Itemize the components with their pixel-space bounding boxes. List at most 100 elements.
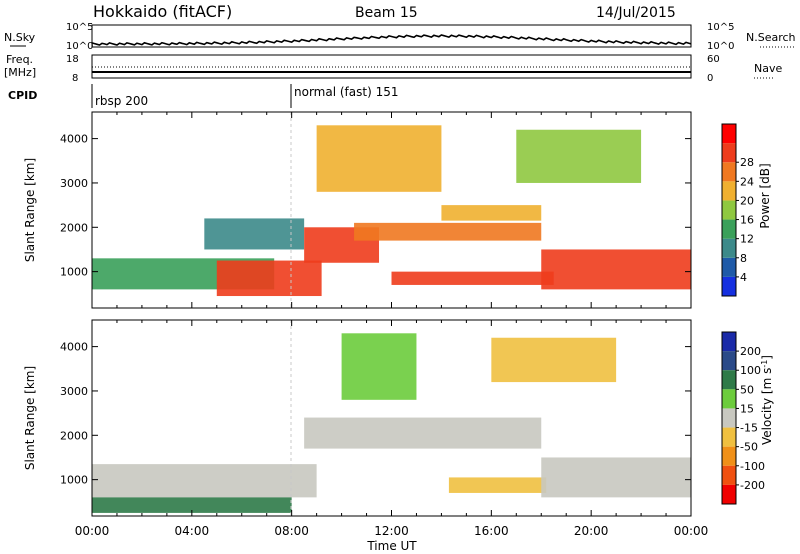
data-region-2	[204, 218, 305, 250]
power-cb-label-1: 8	[740, 252, 747, 265]
colorbar-swatch-6	[722, 162, 736, 182]
nsky-tick-bottom-right: 10^0	[707, 41, 734, 52]
velocity-cb-label-6: -100	[740, 460, 765, 473]
nave-tick-bottom: 0	[707, 73, 713, 84]
colorbar-swatch-1	[722, 257, 736, 277]
velocity-yticks: 1000 2000 3000 4000	[60, 341, 691, 487]
data-region-5	[491, 337, 617, 383]
ytick-label-2: 3000	[60, 385, 88, 398]
velocity-cb-swatch-2	[722, 370, 736, 390]
colorbar-swatch-0	[722, 276, 736, 296]
power-cb-label-5: 24	[740, 175, 754, 188]
velocity-cb-swatch-6	[722, 446, 736, 466]
power-cb-label-2: 12	[740, 233, 754, 246]
time-axis: 00:00 04:00 08:00 12:00 16:00 20:00 00:00	[75, 524, 709, 538]
velocity-panel: 1000 2000 3000 4000 Slant Range [km] 200 100…	[23, 319, 774, 517]
data-region-9	[516, 129, 642, 183]
ytick-label-1: 2000	[60, 429, 88, 442]
power-colorbar-label: Power [dB]	[758, 163, 772, 228]
data-region-6	[341, 333, 417, 400]
freq-label: Freq.	[6, 53, 33, 66]
power-cb-label-6: 28	[740, 156, 754, 169]
velocity-cb-label-2: 50	[740, 383, 754, 396]
velocity-colorbar-label-exp: -1	[760, 360, 769, 368]
colorbar-swatch-8	[722, 124, 736, 144]
velocity-xticks	[91, 320, 692, 516]
velocity-ylabel: Slant Range [km]	[23, 366, 37, 470]
time-axis-label: Time UT	[366, 539, 417, 553]
ytick-label-0: 1000	[60, 266, 88, 279]
power-panel: 1000 2000 3000 4000 Slant Range [km] 4 8 12 16…	[23, 111, 772, 309]
colorbar-swatch-2	[722, 238, 736, 258]
ytick-label-2: 3000	[60, 177, 88, 190]
velocity-regions	[92, 333, 691, 513]
velocity-cb-swatch-7	[722, 465, 736, 485]
colorbar-swatch-7	[722, 143, 736, 163]
station-title: Hokkaido (fitACF)	[93, 2, 232, 21]
nsky-label: N.Sky	[4, 31, 36, 44]
power-colorbar: 4 8 12 16 20 24 28	[721, 123, 754, 297]
time-tick-label-1: 04:00	[175, 524, 210, 538]
freq-tick-top: 18	[66, 54, 79, 65]
time-tick-label-6: 00:00	[674, 524, 709, 538]
data-region-7	[541, 249, 691, 290]
nave-label: Nave	[754, 62, 782, 75]
colorbar-swatch-5	[722, 181, 736, 201]
power-ylabel: Slant Range [km]	[23, 158, 37, 262]
ytick-label-3: 4000	[60, 133, 88, 146]
time-tick-label-0: 00:00	[75, 524, 110, 538]
nsky-frame	[91, 24, 692, 48]
nsky-tick-top-right: 10^5	[707, 22, 734, 33]
velocity-colorbar-label-main: Velocity [m s	[760, 368, 774, 445]
power-xticks	[91, 112, 692, 308]
ytick-label-3: 4000	[60, 341, 88, 354]
velocity-cb-label-3: 15	[740, 402, 754, 415]
velocity-colorbar-label-close: ]	[760, 355, 774, 360]
velocity-cb-label-7: -200	[740, 479, 765, 492]
velocity-cb-swatch-8	[722, 484, 736, 504]
velocity-cb-swatch-3	[722, 389, 736, 409]
data-region-3	[541, 457, 691, 498]
velocity-cb-swatch-1	[722, 351, 736, 371]
time-tick-label-4: 16:00	[474, 524, 509, 538]
velocity-cb-swatch-0	[722, 332, 736, 352]
data-region-8	[316, 125, 442, 192]
power-yticks: 1000 2000 3000 4000	[60, 133, 691, 279]
ytick-label-1: 2000	[60, 221, 88, 234]
velocity-cb-label-5: -50	[740, 441, 758, 454]
colorbar-swatch-4	[722, 200, 736, 220]
power-cb-label-0: 4	[740, 271, 747, 284]
time-tick-label-5: 20:00	[574, 524, 609, 538]
beam-title: Beam 15	[355, 5, 418, 21]
velocity-colorbar-label: Velocity [m s-1]	[760, 355, 774, 445]
data-region-4	[92, 497, 292, 513]
velocity-cb-swatch-4	[722, 408, 736, 428]
velocity-colorbar: 200 100 50 15 -15 -50 -100 -200	[721, 331, 765, 505]
nsky-tick-bottom-left: 10^0	[66, 41, 93, 52]
freq-frame	[91, 54, 692, 79]
velocity-cb-frame	[721, 331, 737, 505]
cpid-segment-1: rbsp 200	[95, 94, 148, 108]
data-region-1	[304, 417, 542, 449]
power-cb-label-4: 20	[740, 194, 754, 207]
cpid-label: CPID	[8, 89, 37, 102]
data-region-5	[391, 271, 554, 285]
velocity-cb-label-4: -15	[740, 422, 758, 435]
freq-panel: Freq. [MHz] 18 8 60 0 Nave	[4, 53, 782, 84]
colorbar-frame	[721, 123, 737, 297]
nsky-tick-top-left: 10^5	[66, 22, 93, 33]
data-region-6	[441, 205, 542, 221]
data-region-4	[354, 222, 542, 241]
date-title: 14/Jul/2015	[596, 5, 676, 21]
colorbar-swatch-3	[722, 219, 736, 239]
data-region-2	[448, 477, 547, 493]
ytick-label-0: 1000	[60, 474, 88, 487]
nave-tick-top: 60	[707, 54, 720, 65]
time-tick-label-3: 12:00	[374, 524, 409, 538]
nsky-panel: N.Sky 10^5 10^0 10^5 10^0 N.Search	[4, 22, 796, 52]
velocity-cb-swatch-5	[722, 427, 736, 447]
cpid-row: CPID rbsp 200 normal (fast) 151	[8, 84, 398, 108]
freq-tick-bottom: 8	[72, 73, 78, 84]
nsky-trace	[91, 34, 692, 46]
